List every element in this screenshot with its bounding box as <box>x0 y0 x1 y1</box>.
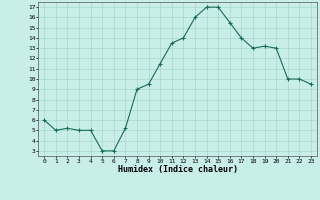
X-axis label: Humidex (Indice chaleur): Humidex (Indice chaleur) <box>118 165 238 174</box>
